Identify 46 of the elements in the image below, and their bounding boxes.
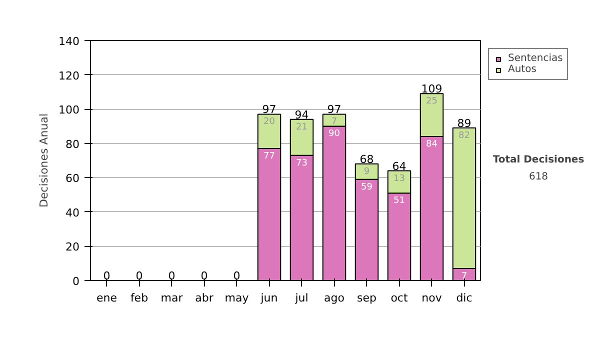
text: 618: [528, 172, 548, 183]
y-tick-label: 60: [66, 172, 80, 186]
data-label: 51: [394, 196, 405, 206]
data-label: 59: [361, 182, 373, 192]
x-tick-label: jun: [260, 292, 278, 304]
data-label: 21: [296, 122, 308, 132]
x-tick-label: ago: [324, 292, 345, 304]
y-tick-label: 40: [66, 206, 80, 220]
total-label: 94: [294, 108, 309, 122]
text: Total Decisiones: [492, 154, 584, 166]
y-tick-label: 80: [66, 138, 80, 151]
data-label: 82: [458, 130, 470, 141]
x-tick-label: feb: [130, 292, 148, 304]
y-tick-label: 100: [58, 104, 80, 117]
x-tick-label: dic: [456, 292, 472, 304]
y-tick-label: 20: [66, 240, 80, 254]
data-label: 20: [264, 117, 276, 128]
data-label: 9: [364, 166, 370, 177]
x-tick-label: abr: [195, 292, 214, 304]
y-tick-label: 140: [58, 35, 80, 48]
total-label: 64: [392, 160, 406, 173]
x-tick-label: mar: [160, 292, 184, 304]
total-label: 89: [457, 116, 472, 130]
y-axis-title: Decisiones Anual: [38, 113, 51, 208]
data-label: 84: [426, 140, 438, 150]
total-label: 109: [421, 82, 442, 96]
x-tick-label: jul: [294, 292, 308, 304]
data-label: 7: [331, 117, 338, 128]
total-label: 97: [327, 103, 342, 116]
x-tick-label: may: [224, 292, 250, 304]
total-label: 97: [262, 103, 276, 116]
data-label: 13: [394, 174, 405, 184]
data-label: 90: [328, 129, 340, 140]
data-label: 77: [264, 152, 275, 162]
x-tick-label: ene: [96, 292, 118, 304]
total-label: 68: [360, 152, 374, 166]
data-label: 7: [461, 272, 468, 282]
y-tick-label: 0: [72, 275, 80, 288]
y-tick-label: 120: [58, 69, 80, 82]
x-tick-label: nov: [422, 292, 442, 304]
x-tick-label: oct: [390, 292, 408, 304]
x-tick-label: sep: [357, 292, 377, 304]
data-label: 25: [426, 96, 438, 107]
data-label: 73: [296, 158, 308, 168]
legend-label: Sentencias: [508, 53, 563, 64]
legend-label: Autos: [508, 64, 536, 75]
